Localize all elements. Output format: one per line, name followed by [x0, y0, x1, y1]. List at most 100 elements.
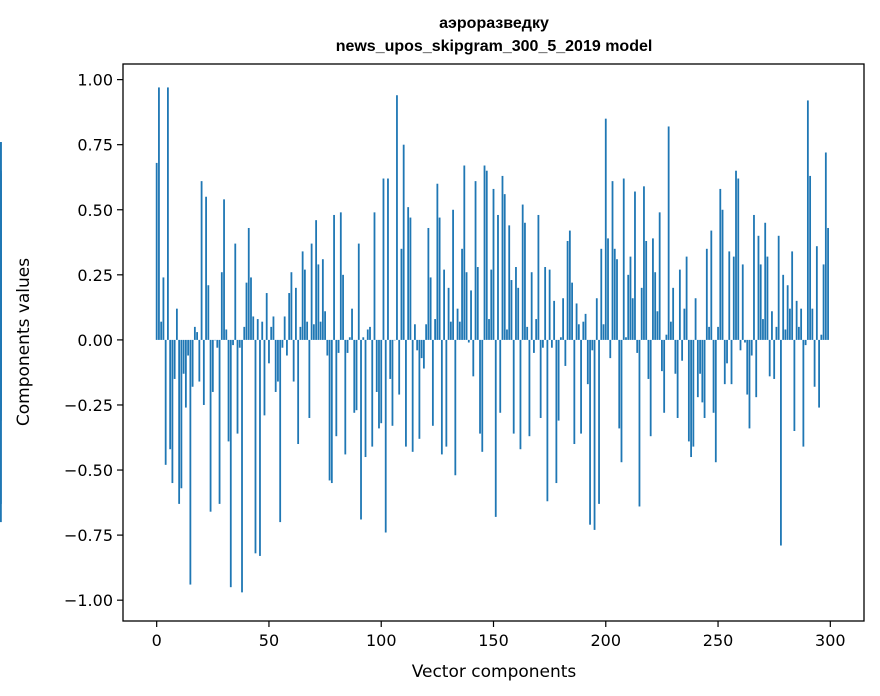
- bar-64: [299, 326, 302, 340]
- bar-213: [634, 191, 636, 340]
- bar-29: [220, 272, 223, 340]
- y-tick-label: −0.25: [64, 396, 113, 415]
- x-tick-label: 150: [478, 631, 509, 650]
- bar-199: [602, 324, 605, 340]
- bar-37: [238, 339, 241, 348]
- bar-265: [750, 339, 753, 356]
- bar-42: [250, 277, 252, 340]
- bar-33: [229, 339, 232, 588]
- bar-260: [739, 339, 742, 351]
- bar-87: [351, 308, 353, 340]
- bar-201: [607, 238, 609, 340]
- bar-39: [243, 326, 246, 340]
- bar-128: [443, 269, 445, 340]
- y-tick-label: 0.25: [77, 266, 113, 285]
- bar-124: [434, 319, 437, 340]
- bar-134: [456, 308, 459, 340]
- bar-63: [297, 339, 300, 445]
- bar-152: [497, 214, 499, 340]
- bar-259: [737, 178, 740, 340]
- bar-60: [290, 272, 293, 340]
- plot-frame: [122, 63, 865, 622]
- bar-270: [762, 319, 764, 340]
- bar-116: [416, 339, 419, 351]
- bar-133: [454, 339, 457, 476]
- bar-52: [272, 316, 275, 340]
- bar-67: [306, 321, 309, 340]
- bar-262: [744, 339, 746, 343]
- bar-140: [470, 290, 472, 340]
- bar-281: [786, 285, 789, 340]
- bar-110: [402, 144, 405, 340]
- bar-48: [263, 339, 266, 416]
- bar-218: [645, 240, 648, 340]
- bar-252: [721, 209, 724, 340]
- x-tick-label: 200: [590, 631, 621, 650]
- bar-258: [735, 170, 737, 340]
- bar-277: [777, 235, 780, 340]
- bar-10: [178, 339, 181, 504]
- bar-149: [490, 269, 493, 340]
- y-axis-ticks: 1.00 0.75 0.50 0.25 0.00 −0.25 −0.50 −0.75 −1.00: [64, 71, 123, 610]
- bar-295: [818, 339, 820, 408]
- bar-287: [800, 308, 803, 340]
- bar-210: [627, 274, 630, 340]
- bar-77: [328, 339, 331, 481]
- bar-187: [575, 303, 578, 340]
- bar-49: [265, 293, 268, 340]
- bar-200: [604, 118, 607, 340]
- bar-61: [292, 339, 295, 382]
- x-tick-label: 250: [703, 631, 734, 650]
- bar-203: [611, 181, 614, 340]
- bar-55: [279, 339, 282, 523]
- bar-257: [732, 256, 735, 340]
- bar-83: [342, 274, 344, 340]
- bar-126: [438, 217, 441, 340]
- bar-291: [809, 175, 812, 340]
- bar-119: [422, 339, 425, 369]
- bar-17: [193, 326, 196, 340]
- bar-21: [202, 339, 205, 405]
- bar-283: [791, 251, 794, 340]
- bar-undefined: [0, 339, 2, 504]
- bar-272: [766, 256, 769, 340]
- bar-205: [616, 259, 618, 340]
- bar-89: [355, 339, 358, 411]
- bar-80: [335, 339, 338, 437]
- bar-2: [160, 321, 163, 340]
- bar-40: [245, 282, 248, 340]
- bar-73: [319, 321, 322, 340]
- bar-19: [198, 339, 201, 382]
- bar-251: [719, 188, 722, 340]
- bar-129: [445, 339, 448, 447]
- bar-284: [793, 339, 796, 431]
- bar-122: [429, 277, 432, 340]
- bar-236: [685, 256, 688, 340]
- bar-194: [591, 339, 594, 351]
- bar-155: [503, 194, 506, 340]
- bar-105: [391, 339, 394, 426]
- bar-38: [241, 339, 243, 593]
- bar-95: [369, 326, 371, 340]
- bar-167: [530, 272, 533, 340]
- bar-148: [488, 319, 490, 340]
- bar-181: [562, 298, 565, 340]
- bar-108: [398, 339, 401, 395]
- bar-179: [557, 339, 560, 421]
- bar-99: [378, 339, 380, 429]
- bar-32: [227, 339, 230, 442]
- bar-81: [337, 339, 340, 353]
- bar-12: [182, 339, 185, 374]
- bar-68: [308, 339, 311, 418]
- bar-166: [528, 339, 531, 437]
- bar-11: [180, 339, 183, 489]
- x-tick-label: 50: [259, 631, 279, 650]
- bar-69: [310, 243, 313, 340]
- bar-212: [631, 298, 634, 340]
- bar-223: [656, 311, 659, 340]
- bar-193: [589, 339, 591, 525]
- bar-100: [380, 339, 383, 424]
- bar-66: [303, 269, 306, 340]
- bar-278: [780, 339, 782, 546]
- bar-43: [252, 316, 255, 340]
